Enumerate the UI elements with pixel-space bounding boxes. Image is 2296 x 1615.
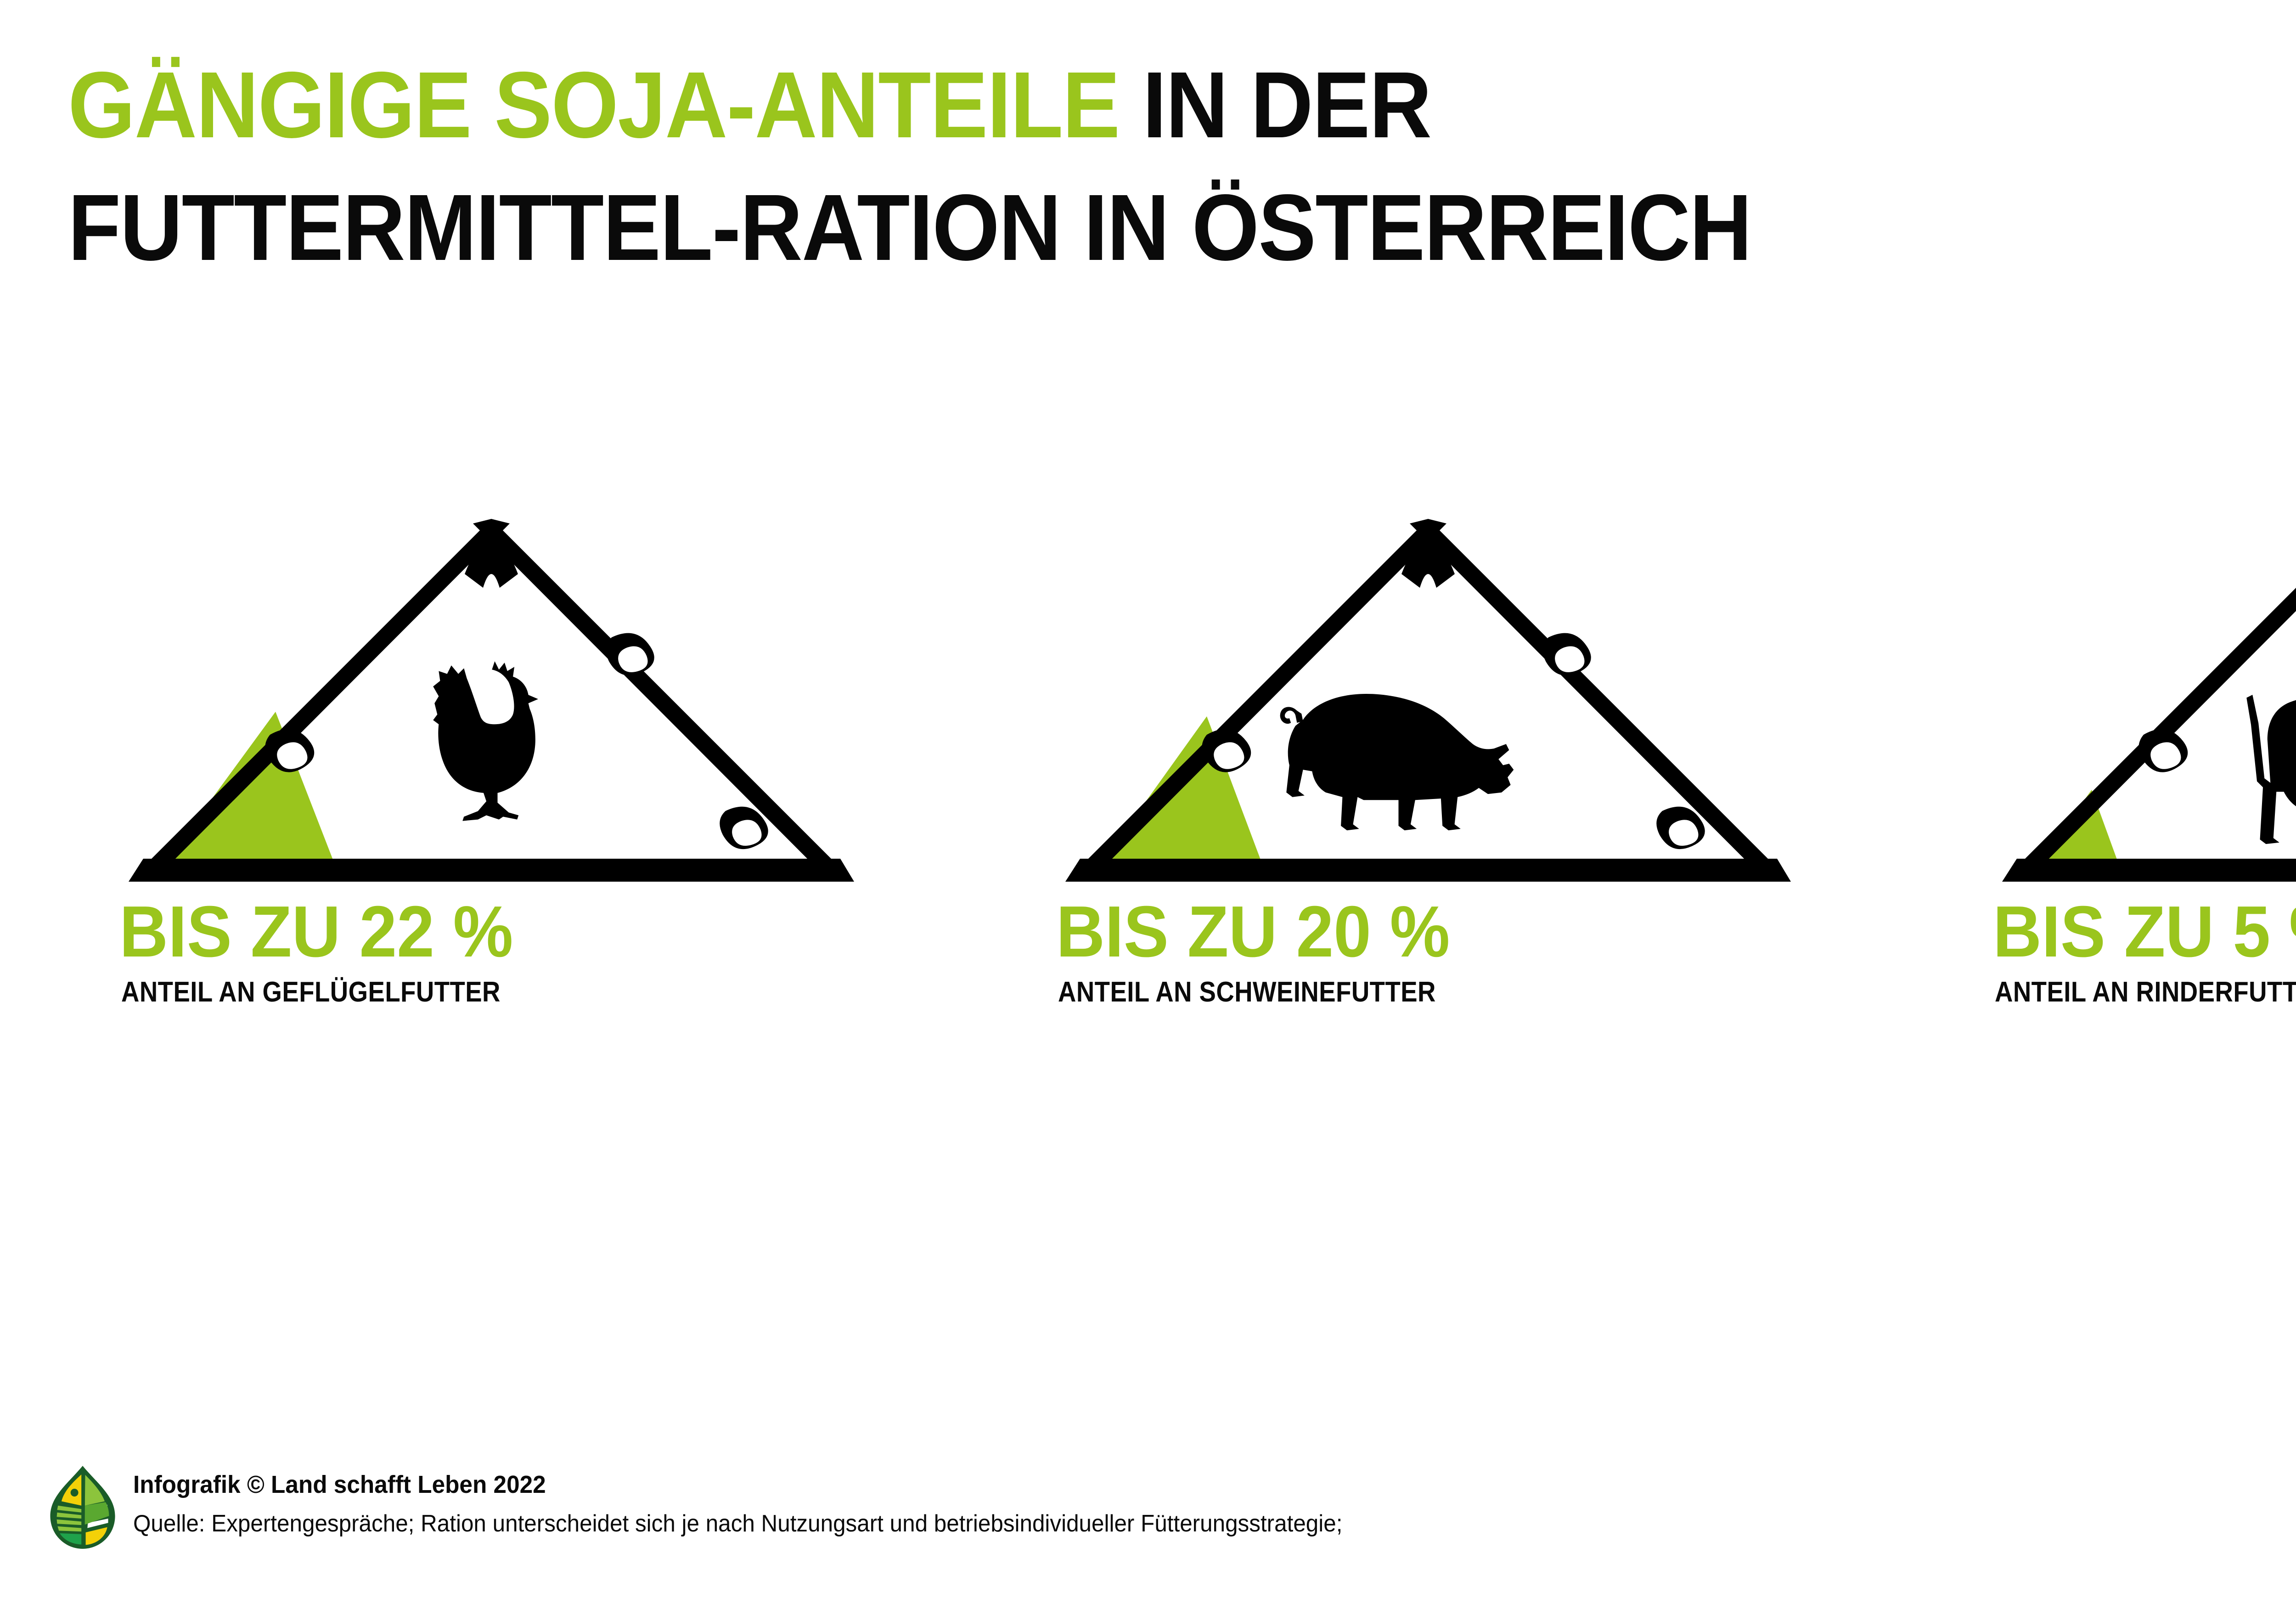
panel-pork: BIS ZU 20 % ANTEIL AN SCHWEINEFUTTER xyxy=(1056,519,1979,1116)
page-title: GÄNGIGE SOJA-ANTEILE IN DER FUTTERMITTEL… xyxy=(68,44,2296,289)
trail-notch-left xyxy=(2138,729,2188,772)
percent-label-beef: BIS ZU 5 % xyxy=(1993,891,2296,972)
land-schafft-leben-leaf-logo xyxy=(46,1463,119,1552)
panel-row: BIS ZU 22 % ANTEIL AN GEFLÜGELFUTTER xyxy=(0,519,2296,1116)
trail-notch-right-lower xyxy=(720,806,768,850)
triangle-outline xyxy=(2002,588,2296,882)
percent-label-pork: BIS ZU 20 % xyxy=(1056,891,1450,972)
percent-label-poultry: BIS ZU 22 % xyxy=(119,891,513,972)
sub-label-beef: ANTEIL AN RINDERFUTTER xyxy=(1995,976,2296,1008)
triangle-outline xyxy=(1065,519,1791,882)
cow-icon xyxy=(2246,695,2296,844)
trail-notch-right-upper xyxy=(1542,633,1591,676)
trail-notch-right-upper xyxy=(606,633,654,676)
title-highlight: GÄNGIGE SOJA-ANTEILE xyxy=(68,52,1120,158)
sub-label-pork: ANTEIL AN SCHWEINEFUTTER xyxy=(1058,976,1436,1008)
footer-credit: Infografik © Land schafft Leben 2022 xyxy=(133,1471,546,1498)
title-line-1: GÄNGIGE SOJA-ANTEILE IN DER xyxy=(68,44,2296,167)
mountain-triangle-beef xyxy=(1998,519,2296,882)
mountain-triangle-pork xyxy=(1061,519,1795,882)
title-line-2: FUTTERMITTEL-RATION IN ÖSTERREICH xyxy=(68,174,1752,280)
footer-source: Quelle: Expertengespräche; Ration unters… xyxy=(133,1510,1343,1537)
footer: Infografik © Land schafft Leben 2022 Que… xyxy=(46,1460,2296,1566)
panel-beef: BIS ZU 5 % ANTEIL AN RINDERFUTTER xyxy=(1993,519,2296,1116)
trail-notch-left xyxy=(1202,729,1251,772)
chicken-icon xyxy=(433,661,538,821)
panel-poultry: BIS ZU 22 % ANTEIL AN GEFLÜGELFUTTER xyxy=(119,519,1042,1116)
mountain-triangle-poultry xyxy=(124,519,859,882)
trail-notch-right-lower xyxy=(1656,806,1705,850)
title-line-1-rest: IN DER xyxy=(1119,52,1432,158)
triangle-outline xyxy=(129,519,854,882)
sub-label-poultry: ANTEIL AN GEFLÜGELFUTTER xyxy=(121,976,501,1008)
trail-notch-left xyxy=(265,729,315,772)
pig-icon xyxy=(1280,693,1514,831)
